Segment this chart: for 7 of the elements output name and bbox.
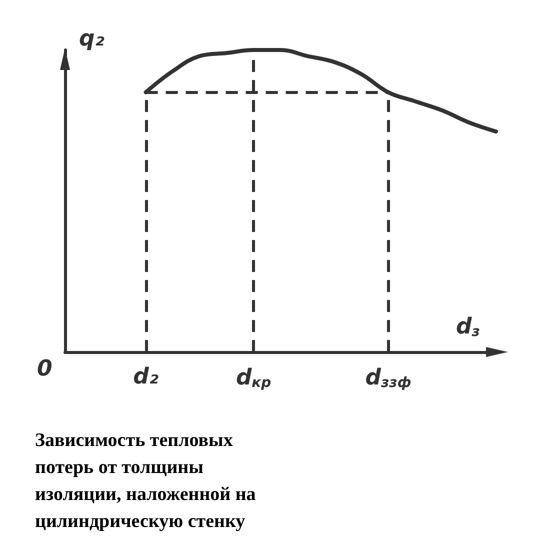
- x-tick-label: dкр: [236, 366, 272, 391]
- x-tick-label: d₂: [133, 364, 159, 390]
- x-axis-title: dз: [456, 314, 480, 340]
- y-axis-title: q₂: [79, 26, 105, 52]
- text: 0: [37, 356, 52, 382]
- x-tick-label: dззф: [365, 366, 412, 391]
- text: Зависимость тепловых потерь от толщины изоляции, наложенной на цилиндрическую стенку: [35, 430, 261, 532]
